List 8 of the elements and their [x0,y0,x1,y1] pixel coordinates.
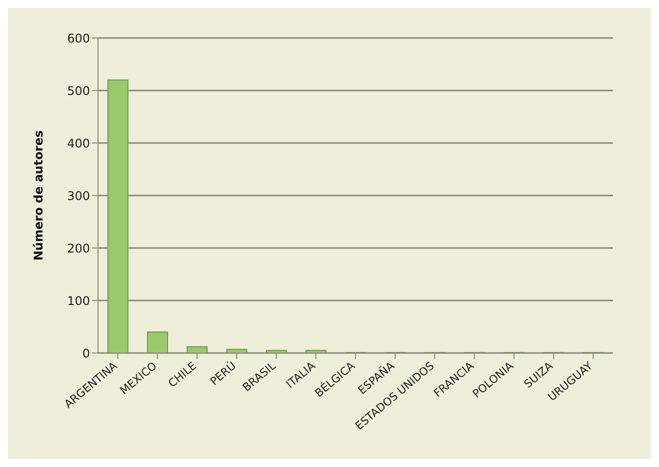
y-tick-label: 100 [67,294,90,308]
y-tick-label: 400 [67,136,90,150]
y-axis-title: Número de autores [31,130,46,261]
y-tick-label: 300 [67,188,90,203]
y-tick-label: 500 [67,84,90,98]
y-tick-label: 0 [82,346,90,360]
y-tick-label: 600 [67,31,90,46]
y-tick-label: 200 [67,241,90,256]
